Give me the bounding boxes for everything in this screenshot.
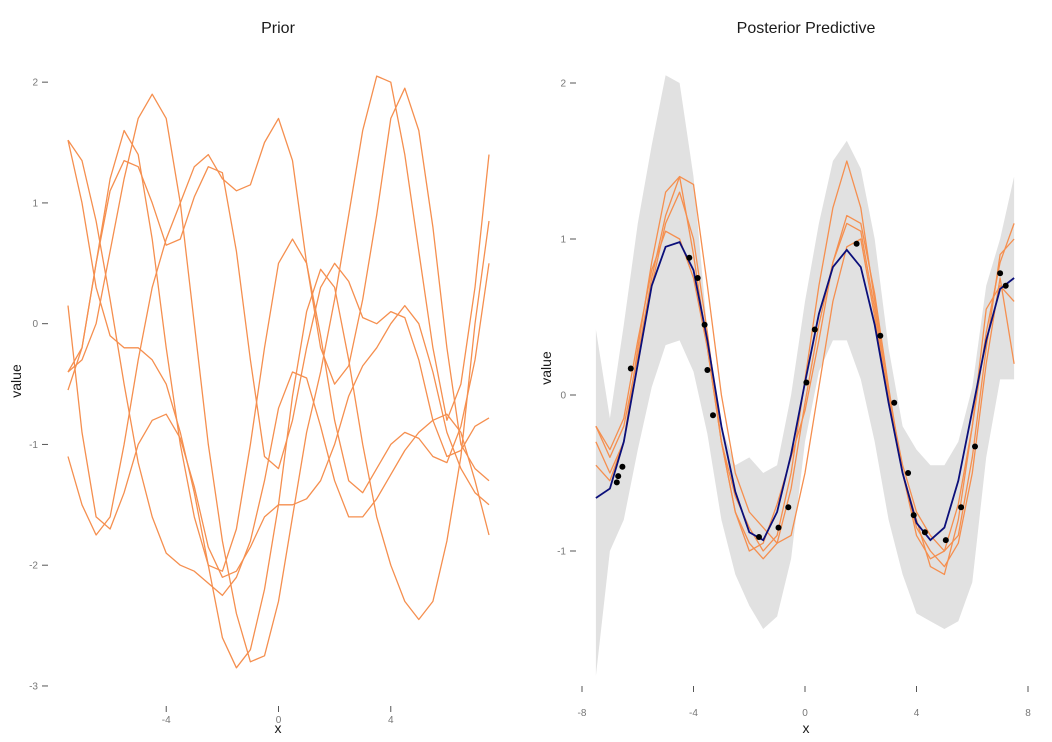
posterior-title: Posterior Predictive <box>737 20 876 37</box>
prior-sample-4 <box>67 129 490 572</box>
observation-point <box>756 534 762 540</box>
prior-x-tick-label: 4 <box>388 715 394 726</box>
prior-xlabel: x <box>275 720 282 736</box>
prior-x-ticks: -4 0 4 <box>162 706 394 726</box>
observation-point <box>891 399 898 406</box>
observation-point <box>619 463 626 470</box>
observation-point <box>686 254 693 261</box>
observation-point <box>972 443 978 450</box>
observation-point <box>704 367 711 373</box>
prior-sample-5 <box>67 87 490 536</box>
prior-y-tick-label: -3 <box>29 681 38 692</box>
prior-panel: Prior value x -3 -2 -1 0 1 2 -4 0 4 <box>8 20 490 736</box>
observation-point <box>627 365 634 372</box>
posterior-x-tick-label: -4 <box>689 708 698 719</box>
prior-y-tick-label: 0 <box>32 319 38 330</box>
observation-point <box>694 275 701 281</box>
prior-sample-1 <box>67 139 490 597</box>
posterior-y-ticks: -1 0 1 2 <box>557 79 576 558</box>
observation-point <box>1002 282 1009 289</box>
observation-point <box>785 504 792 511</box>
posterior-x-tick-label: 4 <box>914 708 920 719</box>
prior-title: Prior <box>261 20 295 37</box>
posterior-x-tick-label: 0 <box>802 708 808 719</box>
posterior-sample-3 <box>595 175 1015 576</box>
observation-point <box>910 512 917 519</box>
posterior-y-tick-label: 1 <box>560 235 566 246</box>
posterior-xlabel: x <box>803 720 810 736</box>
observation-point <box>905 470 912 476</box>
posterior-sample-4 <box>595 191 1015 560</box>
posterior-x-tick-label: -8 <box>578 708 587 719</box>
posterior-ylabel: value <box>538 351 554 385</box>
observation-point <box>775 524 782 531</box>
observation-point <box>853 240 860 247</box>
prior-sample-lines <box>67 75 490 669</box>
observation-point <box>803 379 810 386</box>
posterior-panel: Posterior Predictive value x -1 0 1 2 -8 -4 0… <box>538 20 1031 736</box>
posterior-y-tick-label: -1 <box>557 547 566 558</box>
observation-point <box>615 473 622 480</box>
observation-point <box>710 412 716 419</box>
observation-point <box>997 270 1004 277</box>
prior-ylabel: value <box>8 364 24 398</box>
observation-point <box>877 332 884 339</box>
prior-y-tick-label: 2 <box>32 78 38 89</box>
observation-point <box>958 504 965 511</box>
posterior-y-tick-label: 2 <box>560 79 566 90</box>
prior-y-ticks: -3 -2 -1 0 1 2 <box>29 78 48 692</box>
observation-point <box>811 326 818 333</box>
prior-sample-3 <box>67 304 490 578</box>
posterior-x-ticks: -8 -4 0 4 8 <box>578 686 1031 719</box>
posterior-x-tick-label: 8 <box>1025 708 1031 719</box>
prior-x-tick-label: -4 <box>162 715 171 726</box>
prior-sample-7 <box>67 75 490 663</box>
prior-y-tick-label: 1 <box>32 198 38 209</box>
observation-point <box>613 479 620 486</box>
prior-y-tick-label: -2 <box>29 561 38 572</box>
prior-x-tick-label: 0 <box>276 715 282 726</box>
prior-sample-6 <box>67 139 490 669</box>
posterior-y-tick-label: 0 <box>560 391 566 402</box>
observation-point <box>701 321 708 328</box>
observation-point <box>921 529 928 536</box>
observation-point <box>942 537 949 544</box>
prior-y-tick-label: -1 <box>29 440 38 451</box>
posterior-sample-lines <box>595 160 1015 576</box>
prior-sample-2 <box>67 159 490 470</box>
posterior-observations <box>613 240 1009 544</box>
